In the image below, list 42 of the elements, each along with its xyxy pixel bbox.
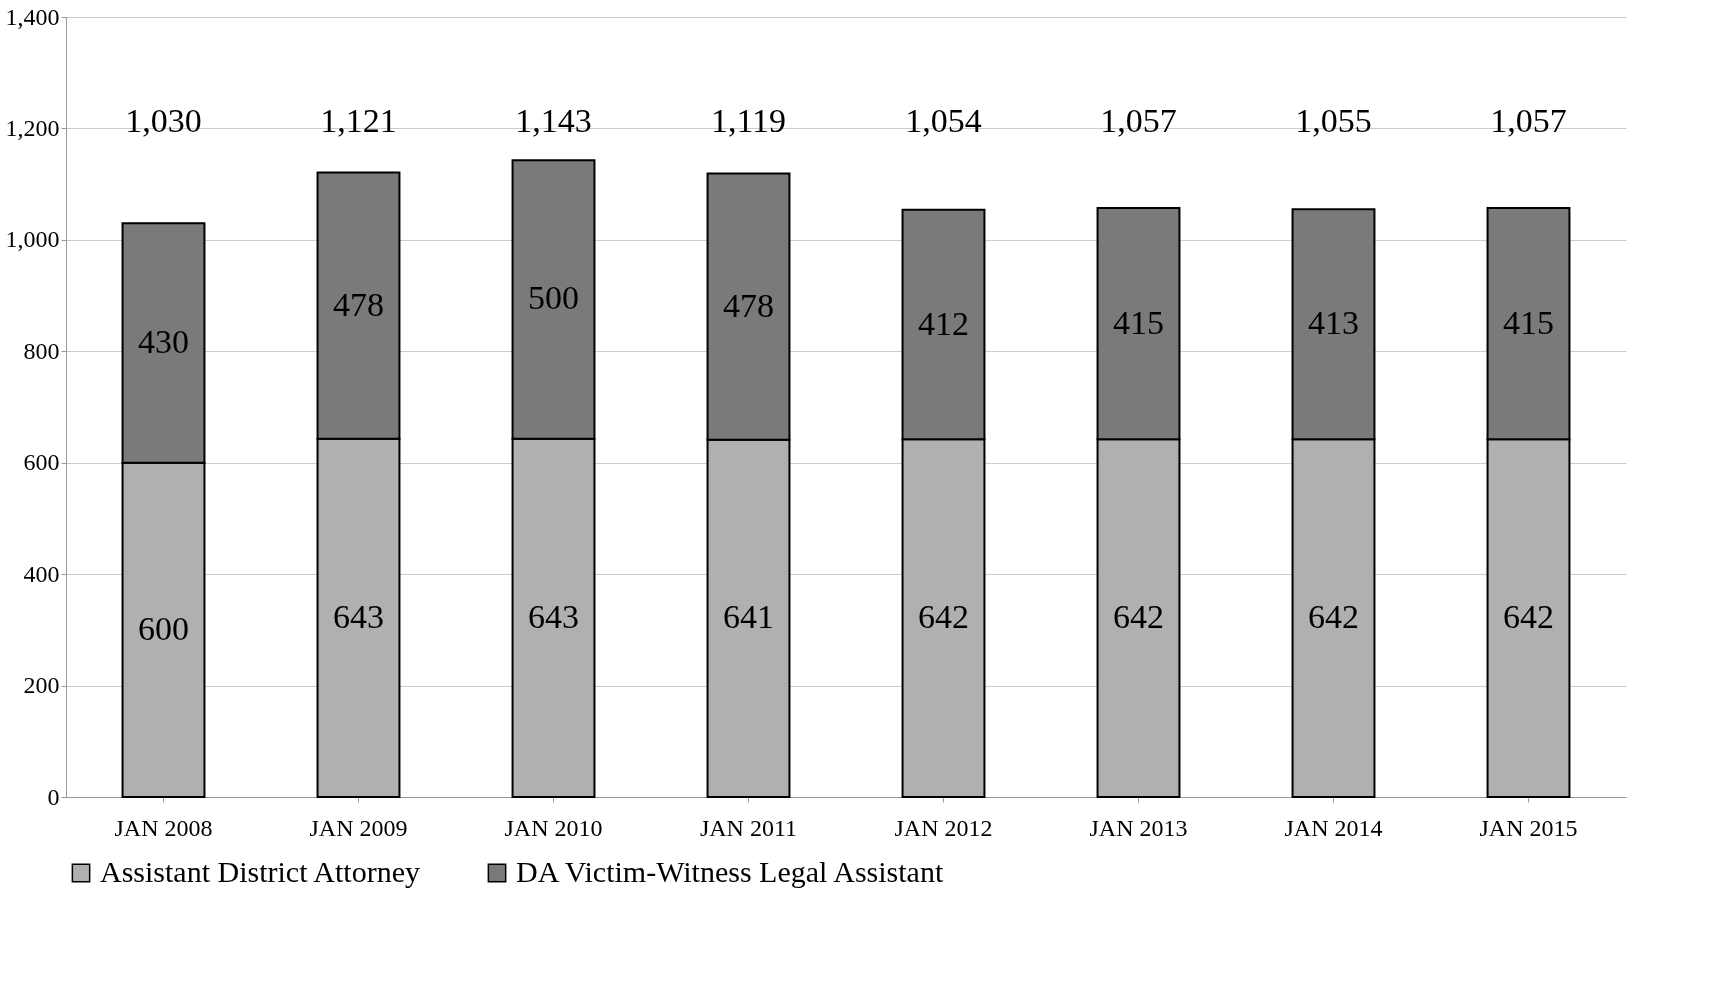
data-label: 415	[1503, 303, 1554, 341]
data-label: 430	[138, 322, 189, 360]
data-label: 642	[918, 598, 969, 636]
data-label: 413	[1308, 304, 1359, 342]
data-label: 478	[723, 286, 774, 324]
x-tick-label: JAN 2014	[1284, 814, 1383, 841]
total-label: 1,119	[710, 102, 787, 139]
legend-label: DA Victim-Witness Legal Assistant	[516, 855, 944, 888]
data-label: 478	[333, 285, 384, 323]
y-tick-label: 1,400	[5, 3, 60, 30]
y-tick-label: 1,000	[5, 226, 60, 253]
data-label: 642	[1113, 598, 1164, 636]
data-label: 600	[138, 609, 189, 647]
y-tick-label: 400	[23, 560, 60, 587]
x-tick-label: JAN 2010	[504, 814, 603, 841]
total-label: 1,030	[125, 102, 202, 139]
x-tick-label: JAN 2009	[309, 814, 408, 841]
total-label: 1,121	[320, 102, 397, 139]
data-label: 415	[1113, 303, 1164, 341]
data-label: 641	[723, 598, 774, 636]
y-tick-label: 800	[23, 337, 60, 364]
data-label: 643	[528, 597, 579, 635]
legend-label: Assistant District Attorney	[100, 855, 420, 888]
data-label: 642	[1503, 598, 1554, 636]
total-label: 1,057	[1100, 102, 1177, 139]
total-label: 1,057	[1490, 102, 1567, 139]
data-label: 500	[528, 279, 579, 317]
y-tick-label: 1,200	[5, 114, 60, 141]
x-tick-label: JAN 2011	[699, 814, 798, 841]
x-tick-label: JAN 2015	[1479, 814, 1578, 841]
y-tick-label: 0	[47, 783, 60, 810]
total-label: 1,143	[515, 102, 592, 139]
total-label: 1,054	[905, 102, 982, 139]
x-tick-label: JAN 2013	[1089, 814, 1188, 841]
data-label: 643	[333, 597, 384, 635]
y-tick-label: 600	[23, 449, 60, 476]
total-label: 1,055	[1295, 102, 1372, 139]
x-tick-label: JAN 2008	[114, 814, 213, 841]
x-tick-label: JAN 2012	[894, 814, 993, 841]
data-label: 412	[918, 304, 969, 342]
data-label: 642	[1308, 598, 1359, 636]
y-tick-label: 200	[23, 672, 60, 699]
